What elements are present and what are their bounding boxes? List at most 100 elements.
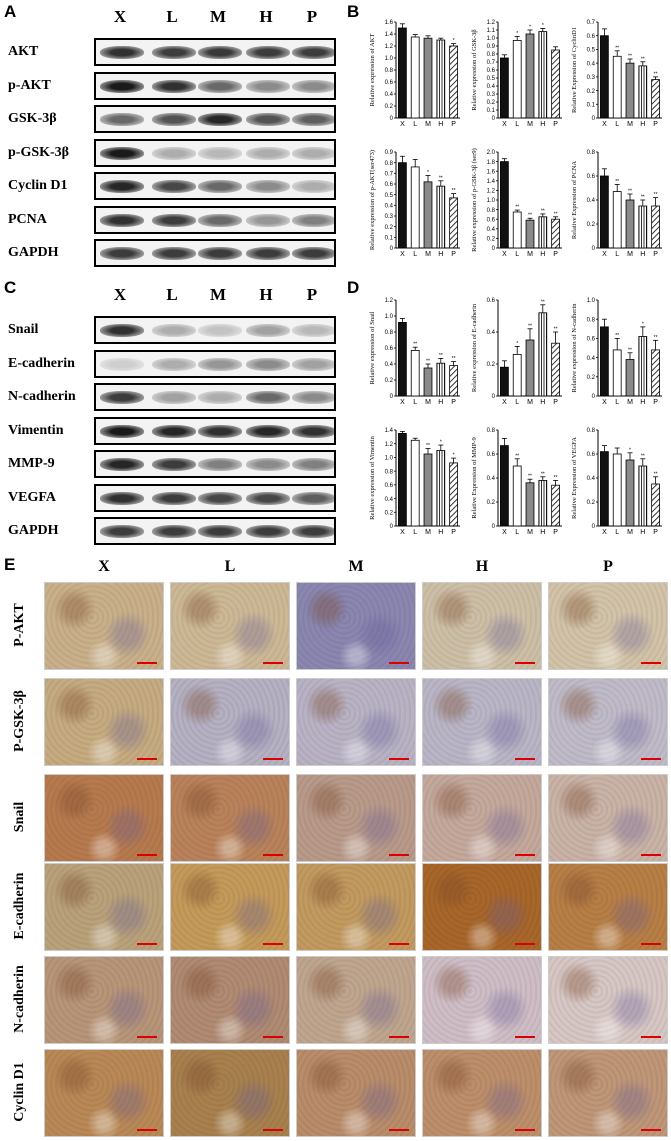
scale-bar	[263, 854, 283, 856]
y-tick-label: 2.0	[487, 150, 496, 156]
scale-bar	[515, 943, 535, 945]
blot-band	[198, 324, 242, 337]
scale-bar	[641, 943, 661, 945]
x-tick-label: H	[540, 121, 545, 128]
bar	[651, 349, 660, 397]
y-tick-label: 0.3	[487, 92, 496, 98]
bar	[538, 31, 548, 119]
x-tick-label: P	[653, 529, 658, 536]
y-tick-label: 0.2	[385, 378, 394, 384]
bar	[525, 339, 535, 397]
x-tick-label: L	[615, 399, 619, 406]
scale-bar	[263, 758, 283, 760]
y-tick-label: 0.6	[587, 337, 596, 343]
y-tick-label: 0.1	[487, 108, 496, 114]
x-tick-label: M	[627, 121, 633, 128]
y-tick-label: 1.0	[385, 456, 394, 462]
bar	[512, 354, 522, 397]
y-tick-label: 0.2	[487, 100, 496, 106]
x-tick-label: H	[438, 121, 443, 128]
y-axis-label: Relative expression of AKT	[369, 34, 376, 107]
y-axis-label: Relative expression of p-AKT(ser473)	[369, 150, 376, 250]
y-tick-label: 0.4	[487, 476, 496, 482]
y-tick-label: 0.2	[385, 225, 394, 231]
significance-label: **	[628, 347, 632, 353]
x-tick-label: M	[425, 251, 431, 258]
scale-bar	[641, 854, 661, 856]
bar	[638, 65, 648, 119]
significance-label: **	[541, 208, 545, 214]
y-axis-label: Relative expression of Snail	[369, 311, 376, 384]
y-tick-label: 1.0	[385, 314, 394, 320]
bar	[449, 197, 458, 249]
significance-label: *	[427, 170, 429, 176]
ihc-micrograph	[422, 774, 542, 862]
y-axis-label: Relative expression of E-cadherin	[471, 303, 478, 392]
ihc-micrograph	[170, 1049, 290, 1137]
ihc-row-label: Cyclin D1	[12, 1062, 27, 1122]
x-tick-label: X	[400, 121, 405, 128]
blot-a-lane-header: M	[209, 7, 227, 26]
significance-label: **	[654, 335, 658, 341]
significance-label: *	[453, 38, 455, 44]
scale-bar	[641, 662, 661, 664]
y-tick-label: 0.4	[385, 204, 394, 210]
blot-band	[152, 491, 196, 505]
x-tick-label: L	[515, 399, 519, 406]
scale-bar	[137, 1036, 157, 1038]
x-tick-label: P	[553, 529, 558, 536]
panel-letter-b: B	[347, 2, 360, 21]
bar	[410, 166, 420, 249]
bar	[500, 366, 509, 397]
blot-band	[152, 424, 196, 438]
x-tick-label: M	[425, 399, 431, 406]
x-tick-label: L	[515, 251, 519, 258]
y-tick-label: 1.2	[487, 189, 496, 195]
ihc-micrograph	[296, 956, 416, 1044]
blot-band	[246, 213, 290, 227]
panel-letter-d: D	[347, 278, 360, 297]
blot-c-lane-header: L	[166, 285, 178, 304]
scale-bar	[515, 854, 535, 856]
bar	[551, 218, 560, 249]
ihc-micrograph	[296, 863, 416, 951]
x-tick-label: M	[527, 121, 533, 128]
x-tick-label: H	[640, 399, 645, 406]
x-tick-label: L	[515, 121, 519, 128]
blot-row-label: GAPDH	[8, 245, 59, 260]
significance-label: **	[541, 299, 545, 305]
ihc-micrograph	[422, 1049, 542, 1137]
bar	[551, 484, 560, 527]
y-tick-label: 1.2	[385, 44, 394, 50]
significance-label: **	[641, 56, 645, 62]
blot-band	[152, 213, 196, 227]
blot-band	[152, 525, 196, 538]
blot-strip	[94, 517, 336, 545]
bar	[612, 349, 622, 397]
y-tick-label: 1.1	[487, 28, 496, 34]
y-tick-label: 0.2	[587, 500, 596, 506]
blot-band	[246, 79, 290, 93]
ihc-column-header: L	[224, 558, 236, 575]
blot-band	[198, 357, 242, 371]
blot-band	[198, 213, 242, 227]
y-tick-label: 0.6	[587, 34, 596, 40]
blot-band	[198, 458, 242, 471]
significance-label: **	[628, 189, 632, 195]
bar-chart: 0 0.2 0.4 0.6 0.8 Relative Expression of VEGF…	[571, 428, 662, 536]
x-tick-label: L	[413, 121, 417, 128]
x-tick-label: H	[640, 121, 645, 128]
blot-band	[152, 113, 196, 126]
blot-row-label: PCNA	[8, 211, 47, 227]
x-tick-label: M	[627, 251, 633, 258]
y-tick-label: 0.4	[487, 330, 496, 336]
blot-band	[198, 79, 242, 93]
significance-label: **	[654, 71, 658, 77]
y-tick-label: 0.2	[385, 104, 394, 110]
significance-label: *	[516, 31, 518, 37]
x-tick-label: L	[615, 529, 619, 536]
y-axis-label: Relative expression of p-GSK-3β (ser9)	[471, 148, 478, 252]
significance-label: *	[440, 440, 442, 446]
y-tick-label: 0.7	[487, 60, 496, 66]
scale-bar	[263, 1129, 283, 1131]
